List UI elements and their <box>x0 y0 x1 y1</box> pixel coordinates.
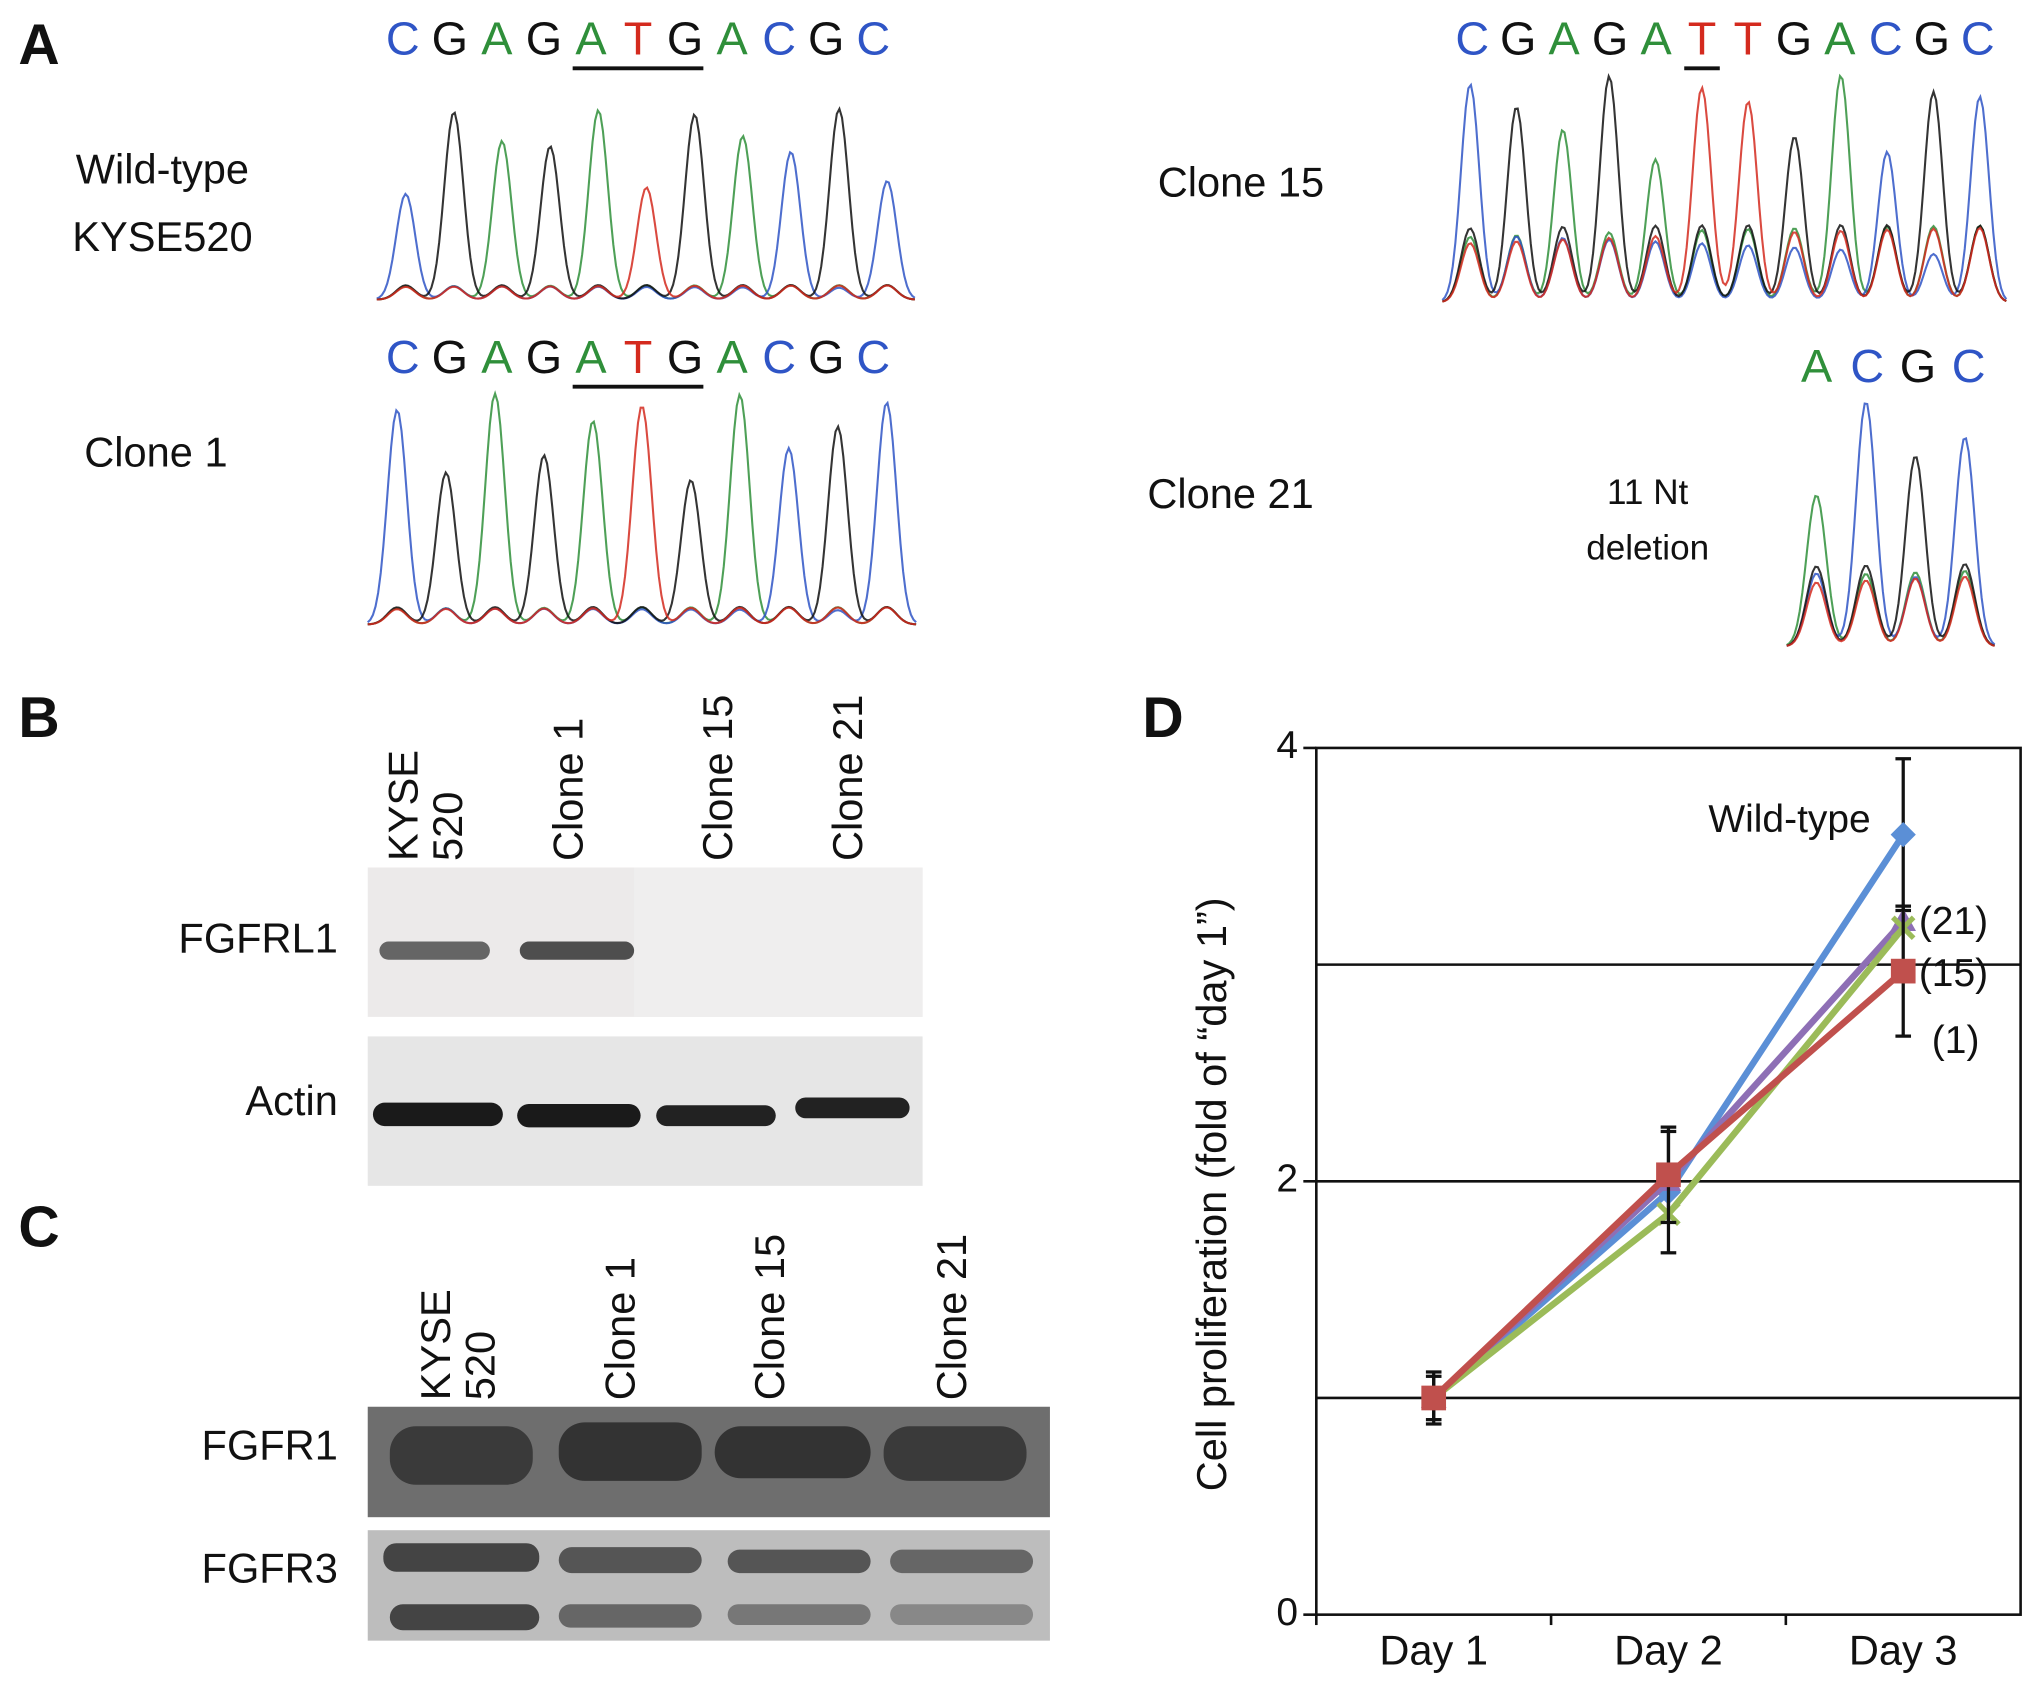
lane-label: 520 <box>456 1331 503 1400</box>
lane-label: Clone 1 <box>545 718 592 861</box>
base-letter: C <box>386 13 420 65</box>
panel-label: B <box>18 686 59 750</box>
row-label: FGFR1 <box>202 1421 338 1468</box>
base-letter: A <box>716 331 748 383</box>
base-letter: C <box>1961 13 1995 65</box>
base-letter: C <box>1869 13 1903 65</box>
base-letter: A <box>575 331 607 383</box>
base-letter: G <box>1900 340 1936 392</box>
base-letter: G <box>1500 13 1536 65</box>
panel-label: D <box>1142 686 1183 750</box>
blot-b <box>367 867 923 1186</box>
base-letter: T <box>624 13 653 65</box>
blot-c <box>367 1406 1050 1641</box>
base-letter: G <box>1914 13 1950 65</box>
y-tick-label: 4 <box>1276 724 1298 767</box>
y-axis-label: Cell proliferation (fold of “day 1”) <box>1188 897 1235 1491</box>
lane-label: KYSE <box>412 1289 459 1400</box>
base-letter: T <box>1734 13 1763 65</box>
y-tick-label: 2 <box>1276 1158 1298 1201</box>
series-line <box>1431 832 1906 1401</box>
marker <box>1890 821 1916 848</box>
base-letter: A <box>1801 340 1833 392</box>
panel-label: A <box>18 13 59 77</box>
base-letter: A <box>1640 13 1672 65</box>
lane-label: Clone 21 <box>928 1234 975 1400</box>
marker <box>1656 1162 1681 1188</box>
lane-label: 520 <box>424 792 471 861</box>
track-label: Clone 21 <box>1147 470 1313 517</box>
base-letter: A <box>1824 13 1856 65</box>
marker <box>1890 958 1916 984</box>
base-letter: C <box>386 331 420 383</box>
series-label: Wild-type <box>1708 798 1870 841</box>
lane-label: KYSE <box>380 750 427 861</box>
base-letter: G <box>526 331 562 383</box>
chromatogram-trace <box>1442 84 2007 303</box>
chromatogram-trace <box>1786 575 1995 647</box>
lane-label: Clone 1 <box>597 1257 644 1400</box>
chromatogram-trace <box>367 390 917 626</box>
base-letter: G <box>1592 13 1628 65</box>
track-label: Clone 1 <box>84 429 227 476</box>
chromatogram-trace <box>376 150 916 300</box>
series-label: (21) <box>1919 900 1988 943</box>
chromatogram-trace <box>367 406 917 626</box>
chromatogram-trace <box>376 185 915 301</box>
base-letter: A <box>575 13 607 65</box>
track-label: Wild-type <box>76 145 249 192</box>
base-letter: G <box>808 331 844 383</box>
base-letter: A <box>481 331 513 383</box>
base-letter: G <box>432 331 468 383</box>
y-tick-label: 0 <box>1276 1591 1298 1634</box>
base-letter: A <box>481 13 513 65</box>
chromatogram-trace <box>367 423 917 626</box>
base-letter: C <box>856 331 890 383</box>
base-letter: A <box>1549 13 1581 65</box>
chromatogram-trace <box>1786 402 1996 647</box>
base-letter: G <box>667 331 703 383</box>
series-label: (15) <box>1919 952 1988 995</box>
x-tick-label: Day 3 <box>1849 1627 1958 1674</box>
row-label: FGFR3 <box>202 1545 338 1592</box>
panel-label: C <box>18 1195 59 1259</box>
lane-label: Clone 21 <box>824 695 871 861</box>
lane-label: Clone 15 <box>694 695 741 861</box>
chromatogram-trace <box>1786 494 1995 647</box>
track-label: KYSE520 <box>72 213 252 260</box>
base-letter: C <box>762 13 796 65</box>
base-letter: C <box>1952 340 1986 392</box>
lane-label: Clone 15 <box>746 1234 793 1400</box>
chromatogram-trace <box>1442 73 2007 303</box>
base-letter: G <box>432 13 468 65</box>
row-label: FGFRL1 <box>178 915 337 962</box>
base-letter: G <box>1776 13 1812 65</box>
marker <box>1421 1385 1447 1411</box>
track-note: 11 Nt <box>1607 473 1688 512</box>
base-letter: A <box>716 13 748 65</box>
base-letter: G <box>526 13 562 65</box>
base-letter: G <box>667 13 703 65</box>
track-label: Clone 15 <box>1158 158 1324 205</box>
series-label: (1) <box>1932 1019 1980 1062</box>
base-letter: T <box>1688 13 1717 65</box>
base-letter: C <box>762 331 796 383</box>
base-letter: T <box>624 331 653 383</box>
chromatogram-trace <box>376 106 915 301</box>
base-letter: C <box>1850 340 1884 392</box>
x-tick-label: Day 1 <box>1379 1627 1488 1674</box>
track-note: deletion <box>1586 529 1709 568</box>
base-letter: C <box>856 13 890 65</box>
row-label: Actin <box>245 1077 337 1124</box>
chromatogram-trace <box>1786 456 1995 647</box>
base-letter: C <box>1455 13 1489 65</box>
x-tick-label: Day 2 <box>1614 1627 1723 1674</box>
base-letter: G <box>808 13 844 65</box>
